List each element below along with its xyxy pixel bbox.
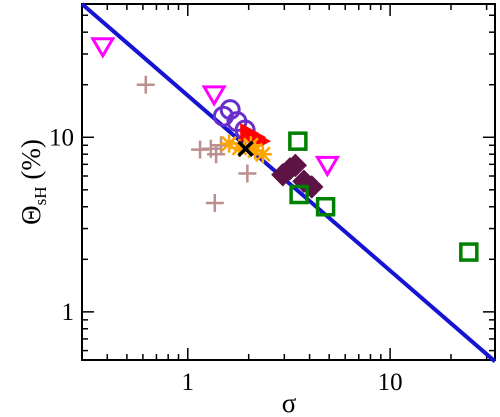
- x-tick-label: 1: [182, 369, 195, 396]
- plus-marker: [238, 164, 257, 183]
- x-marker: [237, 140, 254, 157]
- data-marks: [90, 37, 479, 262]
- tick-labels: 1 10 1 10: [49, 124, 403, 396]
- star-marker: [253, 145, 272, 164]
- y-axis-label: ΘsH (%): [16, 139, 50, 225]
- x-tick-label: 10: [378, 369, 403, 396]
- y-axis-label-subscript: sH: [31, 186, 50, 205]
- square-marker: [315, 197, 336, 217]
- star-marker: [230, 138, 249, 157]
- plot-frame: [81, 3, 496, 361]
- square-marker: [289, 184, 309, 205]
- circle-marker: [212, 105, 234, 127]
- axis-ticks: [81, 4, 495, 360]
- fit-line: [80, 2, 497, 363]
- plus-marker: [136, 75, 155, 94]
- circle-marker: [219, 99, 241, 121]
- y-tick-label: 10: [49, 124, 74, 151]
- triangle-down-marker: [90, 37, 116, 59]
- y-tick-label: 1: [62, 299, 75, 326]
- y-axis-label-unit: (%): [16, 139, 46, 186]
- x-axis-label: σ: [282, 388, 297, 417]
- square-marker: [459, 242, 479, 262]
- diamond-marker: [283, 153, 308, 178]
- triangle-down-marker: [314, 155, 341, 178]
- triangle-down-marker: [201, 85, 227, 107]
- fit-line-group: [80, 2, 497, 363]
- square-marker: [288, 131, 308, 151]
- y-axis-label-symbol: Θ: [16, 205, 46, 225]
- plus-marker: [205, 194, 224, 213]
- plot-area: [80, 2, 497, 363]
- star-marker: [220, 134, 239, 153]
